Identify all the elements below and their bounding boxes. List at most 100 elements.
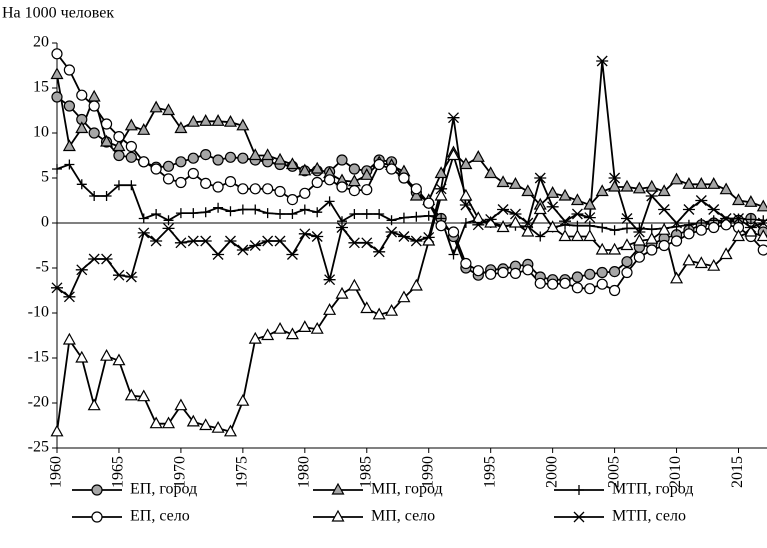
marker-shape xyxy=(756,229,767,242)
marker-shape xyxy=(508,215,522,228)
marker xyxy=(584,220,595,231)
marker-shape xyxy=(100,253,113,265)
marker xyxy=(100,253,113,265)
marker-shape xyxy=(187,235,200,247)
marker-shape xyxy=(423,197,435,209)
marker xyxy=(422,231,435,243)
marker xyxy=(546,220,560,233)
marker-shape xyxy=(273,321,287,334)
marker-shape xyxy=(100,118,113,130)
marker-shape xyxy=(422,231,435,243)
marker-shape xyxy=(88,100,100,112)
marker-shape xyxy=(584,220,595,231)
marker xyxy=(237,152,249,164)
marker-shape xyxy=(310,321,324,334)
marker xyxy=(657,184,671,197)
marker-shape xyxy=(51,282,63,294)
marker-shape xyxy=(211,420,225,433)
marker-shape xyxy=(447,226,460,238)
marker xyxy=(620,179,634,192)
y-tick-label: 5 xyxy=(41,169,49,186)
marker xyxy=(349,209,360,219)
marker-shape xyxy=(124,388,138,401)
marker-shape xyxy=(621,266,633,279)
marker xyxy=(249,183,261,195)
marker xyxy=(583,197,597,210)
marker xyxy=(719,182,733,195)
marker-shape xyxy=(199,418,213,431)
marker xyxy=(124,118,138,131)
marker xyxy=(335,222,348,233)
legend-label: МП, город xyxy=(371,481,443,498)
x-tick-label: 1970 xyxy=(172,456,189,488)
marker-shape xyxy=(670,172,684,185)
marker xyxy=(596,55,609,67)
marker-shape xyxy=(695,195,708,206)
y-tick-label: -10 xyxy=(28,304,49,321)
marker xyxy=(137,123,151,135)
marker-shape xyxy=(63,100,75,112)
marker xyxy=(138,213,149,224)
marker xyxy=(374,209,385,219)
marker xyxy=(286,194,299,206)
marker-shape xyxy=(496,220,510,233)
marker xyxy=(572,220,583,231)
marker xyxy=(101,191,112,201)
marker xyxy=(496,175,510,188)
marker xyxy=(509,208,522,220)
marker-shape xyxy=(223,114,237,127)
marker xyxy=(174,237,187,249)
marker-shape xyxy=(570,229,584,242)
marker xyxy=(112,269,125,281)
marker-shape xyxy=(273,152,287,165)
marker xyxy=(199,235,212,247)
marker xyxy=(91,484,103,496)
marker xyxy=(621,223,632,234)
marker-shape xyxy=(385,303,399,316)
marker xyxy=(657,222,671,235)
marker-shape xyxy=(645,190,658,202)
marker xyxy=(608,242,622,255)
marker-shape xyxy=(163,215,174,226)
marker xyxy=(125,140,137,153)
marker xyxy=(361,184,373,196)
marker xyxy=(324,196,335,207)
x-tick-label: 2005 xyxy=(605,456,622,488)
marker xyxy=(459,188,473,201)
marker xyxy=(546,186,560,198)
marker xyxy=(670,217,683,229)
marker xyxy=(521,184,535,197)
marker xyxy=(670,172,684,185)
x-tick-label: 1995 xyxy=(481,456,498,488)
marker xyxy=(595,184,609,197)
marker-shape xyxy=(645,179,659,192)
marker xyxy=(573,511,585,523)
marker xyxy=(670,235,683,247)
marker xyxy=(670,271,684,284)
marker-shape xyxy=(707,204,720,215)
marker-shape xyxy=(331,509,345,522)
marker xyxy=(682,177,696,189)
marker xyxy=(310,321,324,334)
marker-shape xyxy=(434,166,448,179)
marker xyxy=(200,149,212,161)
marker-shape xyxy=(311,231,324,242)
marker-shape xyxy=(597,222,608,233)
marker-shape xyxy=(496,175,510,188)
marker-shape xyxy=(682,177,696,189)
marker xyxy=(274,235,287,247)
marker xyxy=(570,229,584,242)
marker-shape xyxy=(471,150,485,162)
marker xyxy=(608,172,621,184)
marker-shape xyxy=(683,228,695,240)
marker xyxy=(571,208,584,220)
marker xyxy=(50,424,64,437)
marker xyxy=(398,212,409,223)
marker-shape xyxy=(360,301,374,314)
marker xyxy=(447,112,460,124)
marker-shape xyxy=(497,266,509,279)
marker-shape xyxy=(621,256,633,268)
marker xyxy=(250,204,261,215)
marker xyxy=(683,219,694,230)
marker xyxy=(62,139,76,152)
